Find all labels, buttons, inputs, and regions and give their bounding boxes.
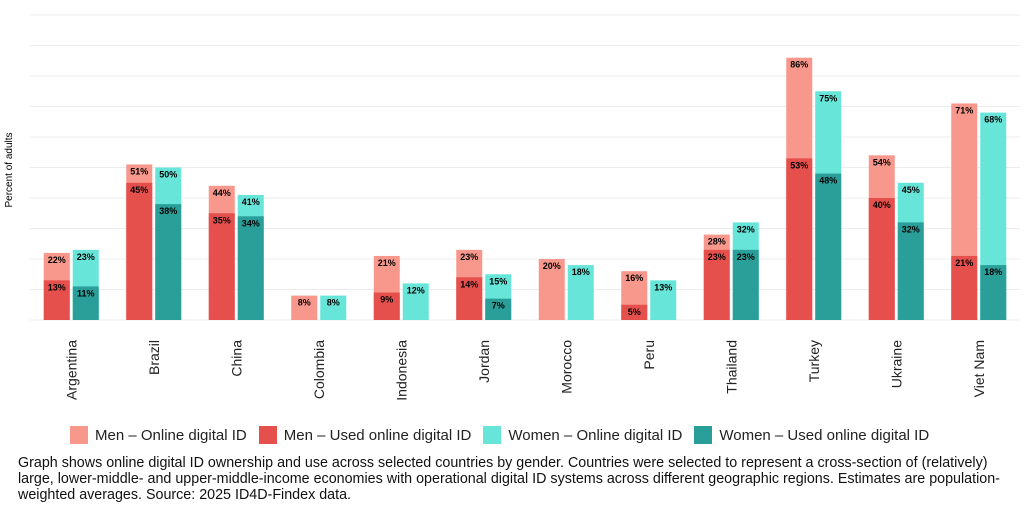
x-tick-label: Turkey — [806, 340, 822, 382]
legend-label: Men – Online digital ID — [95, 426, 247, 444]
label-women-online-china: 41% — [242, 197, 260, 207]
label-women-online-brazil: 50% — [159, 170, 177, 180]
bar-women-used-china — [237, 216, 264, 320]
label-men-online-viet-nam: 71% — [955, 105, 973, 115]
label-men-online-indonesia: 21% — [378, 258, 396, 268]
x-tick-labels: Argentina Brazil China Colombia Indonesia Jor… — [63, 340, 987, 401]
label-men-online-argentina: 22% — [48, 255, 66, 265]
legend-label: Women – Used online digital ID — [719, 426, 930, 444]
x-tick-label: Jordan — [476, 340, 492, 383]
label-men-online-thailand: 28% — [708, 237, 726, 247]
bars — [43, 57, 1007, 320]
label-women-used-argentina: 11% — [77, 288, 95, 298]
bar-men-used-thailand — [703, 249, 730, 320]
x-tick-label: China — [228, 340, 244, 377]
bar-men-used-peru — [621, 304, 648, 320]
label-women-online-thailand: 32% — [737, 224, 755, 234]
label-men-online-morocco: 20% — [543, 261, 561, 271]
label-men-online-ukraine: 54% — [873, 157, 891, 167]
x-tick-label: Morocco — [558, 340, 574, 394]
label-men-used-peru: 5% — [628, 307, 641, 317]
bar-women-used-turkey — [815, 173, 842, 320]
bar-men-used-ukraine — [868, 198, 895, 320]
x-tick-label: Brazil — [146, 340, 162, 375]
legend-swatch — [70, 426, 88, 444]
legend-swatch — [483, 426, 502, 444]
bar-chart: 22% 13% 23% 11% 51% 45% 50% 38% 44% 35% 41% 34% 8% 8%… — [4, 14, 1020, 401]
label-women-online-peru: 13% — [654, 282, 672, 292]
legend: Men – Online digital ID Men – Used online… — [70, 426, 929, 444]
label-men-online-colombia: 8% — [298, 298, 311, 308]
label-men-online-peru: 16% — [625, 273, 643, 283]
label-men-used-argentina: 13% — [48, 282, 66, 292]
bar-men-used-argentina — [43, 280, 70, 320]
label-women-used-viet-nam: 18% — [984, 267, 1002, 277]
label-women-used-ukraine: 32% — [902, 224, 920, 234]
legend-item: Men – Online digital ID — [70, 426, 247, 444]
x-tick-label: Ukraine — [888, 340, 904, 388]
x-tick-label: Viet Nam — [971, 340, 987, 397]
label-men-online-turkey: 86% — [790, 60, 808, 70]
x-tick-label: Argentina — [63, 340, 79, 400]
label-men-used-brazil: 45% — [130, 185, 148, 195]
bar-women-online-peru — [650, 280, 677, 320]
bar-women-used-viet-nam — [980, 265, 1007, 320]
label-women-online-jordan: 15% — [489, 276, 507, 286]
bar-women-online-indonesia — [402, 283, 429, 320]
label-men-used-jordan: 14% — [460, 279, 478, 289]
chart-caption: Graph shows online digital ID ownership … — [18, 455, 1000, 503]
label-men-online-china: 44% — [213, 188, 231, 198]
legend-swatch — [258, 426, 277, 444]
bar-women-used-brazil — [155, 204, 182, 320]
gridlines — [30, 14, 1020, 321]
label-women-used-brazil: 38% — [159, 206, 177, 216]
bar-men-used-brazil — [126, 182, 153, 320]
bar-women-used-ukraine — [897, 222, 924, 320]
label-women-used-jordan: 7% — [492, 301, 505, 311]
label-women-online-colombia: 8% — [327, 298, 340, 308]
data-labels: 22% 13% 23% 11% 51% 45% 50% 38% 44% 35% 41% 34% 8% 8%… — [48, 60, 1003, 317]
label-women-online-ukraine: 45% — [902, 185, 920, 195]
label-women-online-morocco: 18% — [572, 267, 590, 277]
label-men-used-ukraine: 40% — [873, 200, 891, 210]
label-men-used-china: 35% — [213, 215, 231, 225]
legend-item: Women – Used online digital ID — [694, 426, 929, 444]
bar-women-used-thailand — [732, 249, 759, 320]
bar-men-used-viet-nam — [951, 255, 978, 320]
bar-women-used-argentina — [72, 286, 99, 320]
label-women-online-indonesia: 12% — [407, 285, 425, 295]
bar-women-online-colombia — [320, 295, 347, 320]
bar-men-online-morocco — [538, 259, 565, 320]
label-men-used-indonesia: 9% — [380, 295, 393, 305]
label-women-used-turkey: 48% — [819, 176, 837, 186]
label-men-used-thailand: 23% — [708, 252, 726, 262]
bar-men-used-turkey — [786, 158, 813, 320]
label-women-used-china: 34% — [242, 218, 260, 228]
x-tick-label: Thailand — [723, 340, 739, 394]
legend-label: Women – Online digital ID — [508, 426, 683, 444]
label-men-used-turkey: 53% — [790, 160, 808, 170]
label-men-online-jordan: 23% — [460, 252, 478, 262]
y-axis-label: Percent of adults — [4, 132, 15, 207]
legend-item: Men – Used online digital ID — [258, 426, 472, 444]
bar-men-used-china — [208, 213, 235, 320]
legend-swatch — [694, 426, 713, 444]
bar-men-used-jordan — [456, 277, 483, 320]
label-women-online-argentina: 23% — [77, 252, 95, 262]
bar-men-used-indonesia — [373, 292, 400, 320]
label-women-used-thailand: 23% — [737, 252, 755, 262]
x-tick-label: Peru — [641, 340, 657, 370]
x-tick-label: Indonesia — [393, 340, 409, 401]
label-women-online-turkey: 75% — [819, 93, 837, 103]
bar-men-online-colombia — [291, 295, 318, 320]
bar-women-online-morocco — [567, 265, 594, 320]
label-men-online-brazil: 51% — [130, 166, 148, 176]
label-men-used-viet-nam: 21% — [955, 258, 973, 268]
label-women-online-viet-nam: 68% — [984, 115, 1002, 125]
legend-item: Women – Online digital ID — [483, 426, 682, 444]
bar-women-used-jordan — [485, 298, 512, 320]
x-tick-label: Colombia — [311, 340, 327, 399]
legend-label: Men – Used online digital ID — [283, 426, 472, 444]
